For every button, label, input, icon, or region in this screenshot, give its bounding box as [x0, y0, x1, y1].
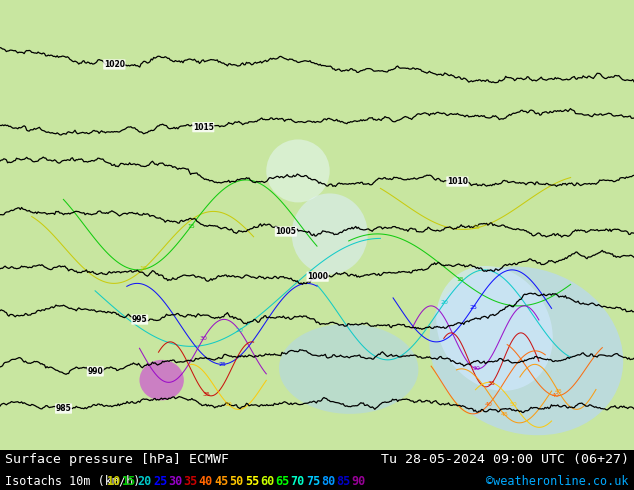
Text: 1010: 1010: [447, 177, 468, 186]
Text: 1005: 1005: [275, 227, 296, 236]
Text: 45: 45: [214, 475, 228, 488]
Text: 1015: 1015: [193, 122, 214, 132]
Text: 30: 30: [472, 366, 480, 371]
Text: 40: 40: [551, 393, 559, 398]
Text: 40: 40: [199, 475, 213, 488]
Text: 15: 15: [456, 277, 465, 282]
Text: 25: 25: [153, 475, 167, 488]
Text: 45: 45: [554, 389, 562, 393]
Text: 35: 35: [488, 381, 496, 386]
Ellipse shape: [292, 194, 368, 274]
Ellipse shape: [139, 360, 184, 400]
Text: 20: 20: [441, 300, 449, 305]
Text: 1020: 1020: [104, 60, 125, 69]
Text: 70: 70: [290, 475, 305, 488]
Text: 50: 50: [510, 402, 518, 407]
Ellipse shape: [436, 266, 553, 391]
Text: 25: 25: [469, 305, 477, 310]
Text: 1000: 1000: [307, 272, 328, 281]
Text: 85: 85: [337, 475, 351, 488]
Text: 35: 35: [202, 392, 210, 397]
Ellipse shape: [429, 267, 623, 435]
Text: 10: 10: [139, 266, 148, 271]
Text: 75: 75: [306, 475, 320, 488]
Text: 25: 25: [219, 362, 226, 367]
Text: 35: 35: [184, 475, 198, 488]
Text: 15: 15: [188, 223, 195, 228]
Text: 55: 55: [245, 475, 259, 488]
Text: 65: 65: [275, 475, 290, 488]
Text: Surface pressure [hPa] ECMWF: Surface pressure [hPa] ECMWF: [5, 453, 229, 466]
Text: 80: 80: [321, 475, 335, 488]
Text: 10: 10: [107, 475, 121, 488]
Ellipse shape: [279, 324, 418, 414]
Text: 30: 30: [168, 475, 183, 488]
Text: 20: 20: [138, 475, 152, 488]
Text: 30: 30: [200, 336, 207, 341]
Text: 90: 90: [352, 475, 366, 488]
Text: 50: 50: [230, 475, 243, 488]
Text: Isotachs 10m (km/h): Isotachs 10m (km/h): [5, 475, 148, 488]
Text: 40: 40: [485, 402, 493, 407]
Text: ©weatheronline.co.uk: ©weatheronline.co.uk: [486, 475, 629, 488]
Text: 10: 10: [472, 225, 480, 230]
Text: 50: 50: [224, 402, 233, 407]
Text: Tu 28-05-2024 09:00 UTC (06+27): Tu 28-05-2024 09:00 UTC (06+27): [381, 453, 629, 466]
Ellipse shape: [266, 140, 330, 202]
Text: 995: 995: [132, 315, 148, 324]
Text: 985: 985: [56, 404, 72, 413]
Text: 45: 45: [500, 412, 508, 417]
Text: 60: 60: [260, 475, 275, 488]
Text: 20: 20: [235, 328, 243, 333]
Text: 990: 990: [87, 367, 103, 376]
Text: 15: 15: [122, 475, 136, 488]
